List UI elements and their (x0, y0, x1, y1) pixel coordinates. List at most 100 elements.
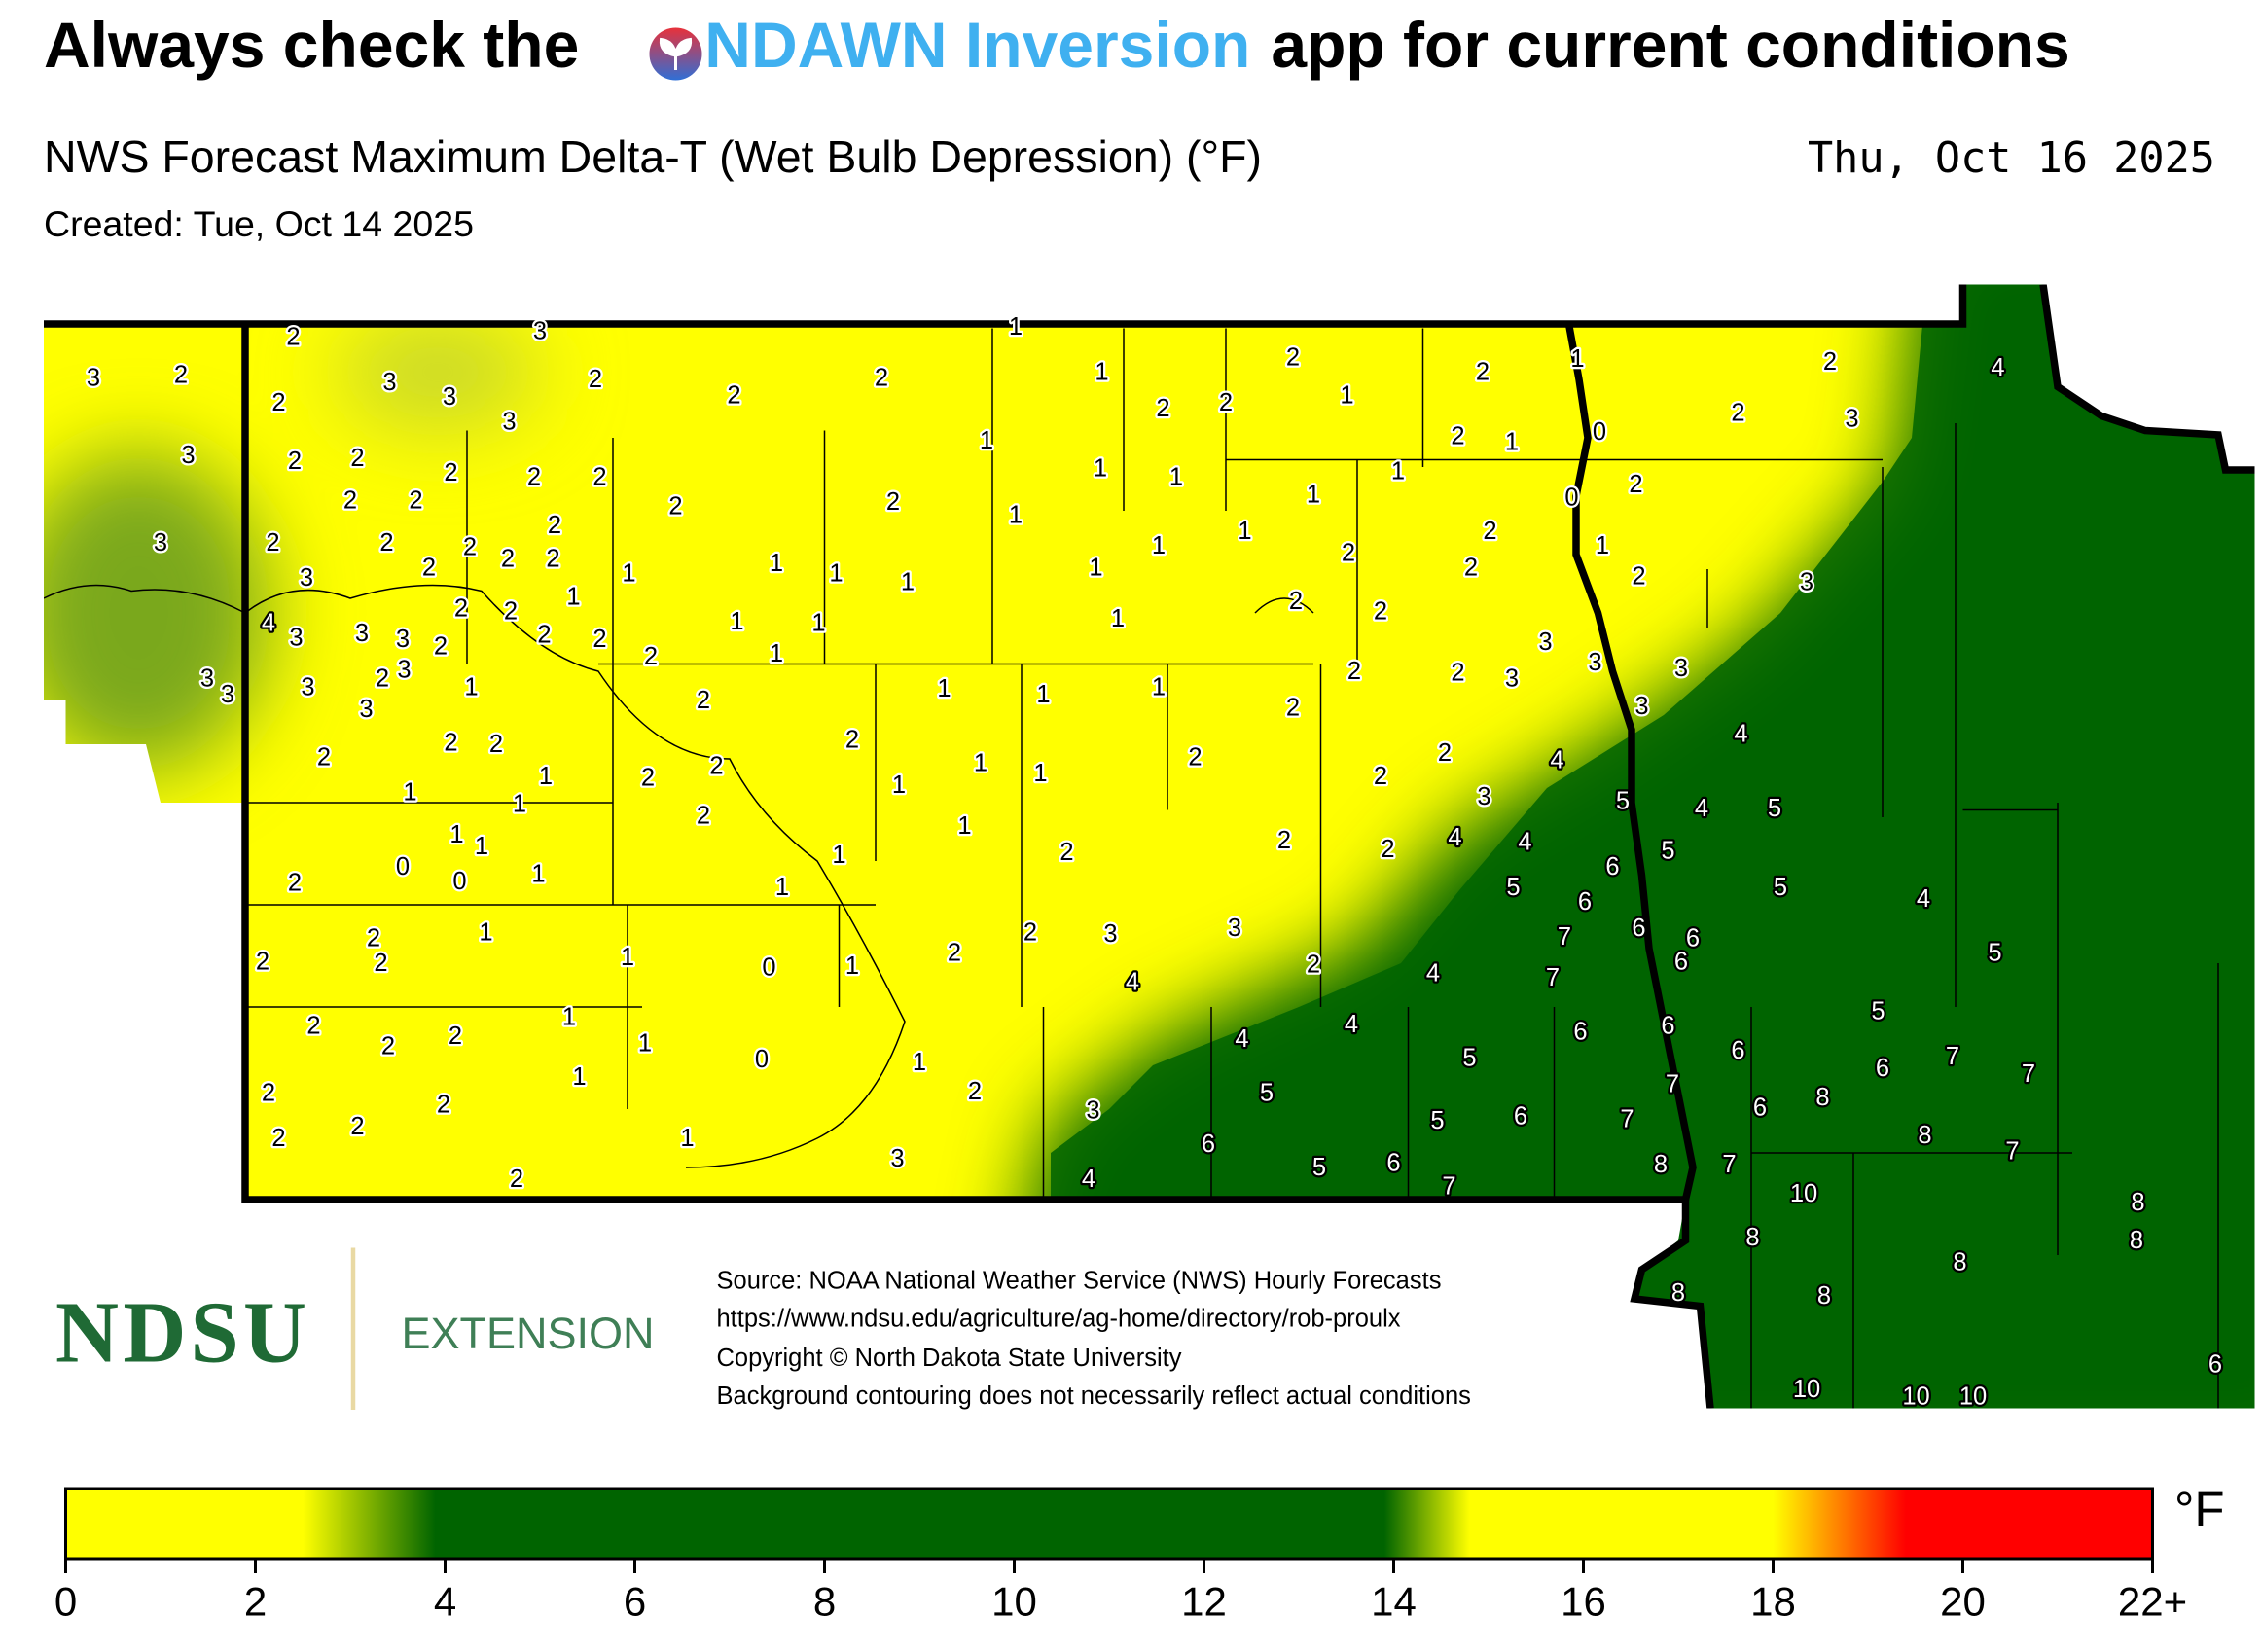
station-value: 3 (200, 665, 214, 693)
station-value: 2 (1381, 836, 1394, 863)
station-value: 2 (288, 870, 302, 897)
logo-name: NDSU (55, 1285, 306, 1382)
station-value: 3 (396, 626, 410, 653)
colorbar-tick-label: 12 (1181, 1579, 1227, 1625)
station-value: 2 (1188, 744, 1202, 772)
red-river (1564, 323, 1697, 1201)
station-value: 8 (1817, 1282, 1831, 1310)
station-value: 3 (1505, 665, 1519, 693)
station-value: 1 (770, 640, 783, 667)
station-value: 8 (1671, 1279, 1685, 1307)
colorbar-tick-label: 20 (1940, 1579, 1986, 1625)
station-value: 4 (1448, 824, 1461, 851)
station-value: 6 (1605, 853, 1619, 880)
station-value: 1 (513, 791, 526, 818)
station-value: 2 (644, 643, 658, 670)
station-value: 2 (709, 753, 723, 780)
station-value: 2 (1277, 827, 1291, 854)
station-value: 3 (154, 529, 167, 557)
station-value: 1 (1391, 458, 1405, 485)
station-value: 0 (1564, 485, 1578, 512)
station-value: 1 (1596, 532, 1609, 559)
station-value: 2 (589, 366, 602, 393)
station-value: 6 (1876, 1055, 1889, 1082)
station-value: 1 (531, 861, 545, 888)
station-value: 10 (1790, 1180, 1817, 1207)
station-value: 2 (256, 949, 269, 976)
station-value: 2 (1347, 658, 1361, 685)
colorbar-tick-label: 14 (1371, 1579, 1417, 1625)
station-value: 2 (343, 487, 357, 515)
station-value: 0 (755, 1046, 769, 1073)
station-value: 3 (1588, 649, 1601, 676)
station-value: 4 (1917, 885, 1930, 913)
station-value: 3 (397, 657, 411, 684)
station-value: 2 (374, 950, 387, 977)
station-value: 2 (409, 487, 422, 515)
station-value: 2 (948, 940, 961, 967)
station-value: 1 (829, 560, 843, 588)
source-line: Copyright © North Dakota State Universit… (717, 1345, 1182, 1372)
station-value: 1 (913, 1049, 926, 1076)
app-link[interactable]: NDAWN Inversion (704, 9, 1250, 81)
station-value: 3 (1634, 693, 1648, 720)
station-value: 2 (422, 555, 436, 582)
station-value: 2 (350, 1113, 364, 1140)
station-value: 2 (262, 1080, 275, 1107)
colorbar-scale (64, 1487, 2154, 1561)
station-value: 5 (1462, 1045, 1476, 1072)
station-value: 3 (1086, 1097, 1099, 1125)
station-value: 8 (1654, 1151, 1668, 1178)
station-value: 3 (87, 365, 100, 392)
station-value: 1 (1095, 359, 1108, 386)
station-value: 5 (1774, 874, 1787, 901)
station-value: 2 (697, 687, 710, 714)
station-value: 4 (1082, 1166, 1095, 1193)
source-line[interactable]: https://www.ndsu.edu/agriculture/ag-home… (717, 1306, 1401, 1333)
station-value: 1 (730, 608, 743, 635)
station-value: 2 (381, 1033, 395, 1060)
station-value: 7 (1442, 1173, 1455, 1201)
station-value: 6 (1202, 1131, 1215, 1158)
station-value: 6 (1753, 1095, 1767, 1122)
station-value: 4 (262, 610, 275, 637)
station-value: 3 (1228, 915, 1241, 942)
station-value: 4 (1235, 1025, 1248, 1053)
station-value: 2 (444, 459, 457, 486)
station-value: 1 (1033, 760, 1047, 787)
station-value: 5 (1506, 874, 1520, 901)
station-value: 2 (510, 1166, 523, 1193)
station-value: 1 (638, 1030, 652, 1058)
station-value: 1 (1340, 382, 1353, 410)
station-value: 2 (271, 1125, 285, 1152)
station-value: 8 (2130, 1227, 2143, 1254)
colorbar-tick-label: 6 (624, 1579, 646, 1625)
app-icon (649, 27, 702, 81)
station-value: 2 (379, 529, 393, 557)
station-value: 2 (1438, 739, 1452, 767)
station-value: 1 (775, 874, 789, 901)
station-value: 2 (271, 389, 285, 416)
station-value: 2 (1629, 471, 1642, 498)
station-value: 2 (350, 445, 364, 472)
station-value: 4 (1345, 1011, 1358, 1038)
colorbar-tick-label: 4 (434, 1579, 456, 1625)
logo: NDSU EXTENSION (55, 1247, 655, 1410)
station-value: 2 (1342, 540, 1355, 567)
station-value: 2 (449, 1023, 462, 1050)
station-value: 1 (1089, 555, 1102, 582)
station-value: 2 (437, 1092, 450, 1119)
station-value: 1 (1009, 313, 1023, 341)
title-text: Always check the (44, 9, 579, 81)
station-value: 8 (2131, 1189, 2144, 1216)
station-value: 10 (1793, 1376, 1820, 1403)
station-value: 2 (367, 925, 380, 952)
station-value: 1 (901, 569, 915, 596)
created-date: Created: Tue, Oct 14 2025 (44, 203, 474, 244)
station-value: 5 (1312, 1154, 1326, 1181)
station-value: 0 (762, 954, 775, 982)
station-value: 5 (1260, 1080, 1274, 1107)
station-value: 1 (1152, 674, 1166, 701)
station-value: 1 (974, 750, 987, 777)
